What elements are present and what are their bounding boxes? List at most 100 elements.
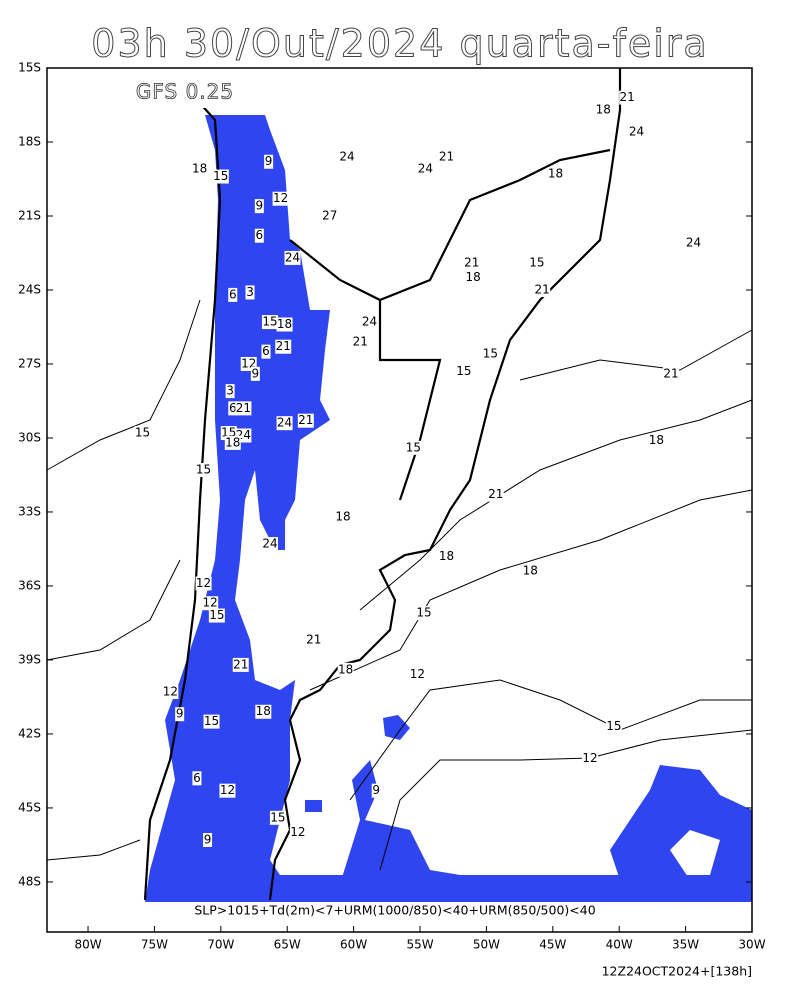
contour-label: 24 bbox=[262, 537, 277, 551]
contour-label: 18 bbox=[256, 704, 271, 718]
contour-label: 12 bbox=[582, 751, 597, 765]
contour-label-bg bbox=[195, 576, 212, 591]
contour-label: 12 bbox=[163, 685, 178, 699]
contour-label: 21 bbox=[663, 366, 678, 380]
contour-label-bg bbox=[648, 433, 665, 448]
contour-line bbox=[46, 299, 201, 471]
contour-label: 24 bbox=[339, 149, 354, 163]
contour-label-bg bbox=[581, 751, 598, 766]
contour-label-bg bbox=[228, 401, 238, 416]
contour-label: 21 bbox=[236, 401, 251, 415]
contour-label: 12 bbox=[290, 825, 305, 839]
contour-label-bg bbox=[662, 366, 679, 381]
contour-label: 9 bbox=[176, 707, 184, 721]
border bbox=[289, 148, 611, 302]
contour-label-bg bbox=[272, 191, 289, 206]
contour-label: 15 bbox=[262, 315, 277, 329]
contour-label-bg bbox=[235, 401, 252, 416]
contour-label: 6 bbox=[262, 344, 270, 358]
contour-label-bg bbox=[269, 810, 286, 825]
x-tick-label: 70W bbox=[207, 938, 234, 952]
x-tick-label: 40W bbox=[606, 938, 633, 952]
y-tick-label: 24S bbox=[18, 282, 41, 296]
contour-label: 3 bbox=[246, 285, 254, 299]
contour-label: 18 bbox=[338, 662, 353, 676]
contour-label: 18 bbox=[277, 317, 292, 331]
contour-label-bg bbox=[465, 270, 482, 285]
contour-label: 15 bbox=[456, 364, 471, 378]
contour-label-bg bbox=[595, 102, 612, 117]
contour-label: 18 bbox=[548, 167, 563, 181]
x-tick-label: 65W bbox=[274, 938, 301, 952]
y-tick-label: 27S bbox=[18, 356, 41, 370]
contour-label: 24 bbox=[686, 236, 701, 250]
contour-label: 9 bbox=[204, 833, 212, 847]
criteria-label: SLP>1015+Td(2m)<7+URM(1000/850)<40+URM(8… bbox=[194, 903, 595, 918]
contour-label-bg bbox=[212, 169, 229, 184]
contour-line bbox=[519, 329, 753, 381]
contour-label: 18 bbox=[649, 433, 664, 447]
contour-label-bg bbox=[254, 199, 264, 214]
footer: 12Z24OCT2024+[138h] bbox=[602, 964, 752, 979]
contour-label-bg bbox=[321, 208, 338, 223]
x-tick-label: 50W bbox=[473, 938, 500, 952]
contour-label: 18 bbox=[596, 102, 611, 116]
model-label: GFS 0.25 bbox=[136, 80, 234, 104]
contour-label-bg bbox=[245, 285, 255, 300]
contour-label-bg bbox=[261, 315, 278, 330]
contour-label: 15 bbox=[209, 608, 224, 622]
contour-label-bg bbox=[409, 667, 426, 682]
y-tick-label: 39S bbox=[18, 652, 41, 666]
contour-label: 12 bbox=[273, 191, 288, 205]
contour-label: 21 bbox=[306, 633, 321, 647]
contour-label: 21 bbox=[535, 282, 550, 296]
contour-label-bg bbox=[162, 685, 179, 700]
x-tick-label: 60W bbox=[340, 938, 367, 952]
contour-label: 9 bbox=[252, 366, 260, 380]
contour-label-bg bbox=[134, 426, 151, 441]
contour-label-bg bbox=[417, 162, 434, 177]
contour-label: 15 bbox=[606, 719, 621, 733]
y-tick-label: 15S bbox=[18, 61, 41, 75]
contours bbox=[46, 299, 753, 871]
contour-label: 15 bbox=[270, 810, 285, 824]
contour-label: 9 bbox=[372, 783, 380, 797]
contour-line bbox=[379, 729, 753, 871]
contour-label-bg bbox=[192, 771, 202, 786]
x-tick-label: 30W bbox=[738, 938, 765, 952]
contour-label: 9 bbox=[256, 199, 264, 213]
blue-region bbox=[145, 115, 752, 902]
contour-label-bg bbox=[534, 282, 551, 297]
contour-label-bg bbox=[276, 317, 293, 332]
contour-label-bg bbox=[175, 707, 185, 722]
contour-label: 18 bbox=[439, 549, 454, 563]
contour-label-bg bbox=[371, 783, 381, 798]
contour-label-bg bbox=[685, 236, 702, 251]
contour-label-bg bbox=[191, 162, 208, 177]
contour-label-bg bbox=[202, 596, 219, 611]
plot-area: GFS 0.25 SLP>1015+Td(2m)<7+URM(1000/850)… bbox=[46, 67, 753, 933]
y-tick-label: 48S bbox=[18, 874, 41, 888]
contour-label: 12 bbox=[220, 783, 235, 797]
atlantic-coast bbox=[268, 68, 622, 901]
contour-label: 21 bbox=[439, 149, 454, 163]
contour-label-bg bbox=[261, 344, 271, 359]
x-tick-label: 80W bbox=[74, 938, 101, 952]
y-tick-label: 21S bbox=[18, 208, 41, 222]
contour-label-bg bbox=[255, 704, 272, 719]
contour-label-bg bbox=[289, 825, 306, 840]
contour-label: 24 bbox=[285, 250, 300, 264]
y-tick-label: 33S bbox=[18, 504, 41, 518]
contour-label-bg bbox=[195, 463, 212, 478]
contour-label: 6 bbox=[229, 401, 237, 415]
y-tick-label: 30S bbox=[18, 430, 41, 444]
contour-line bbox=[46, 559, 181, 661]
contour-label-bg bbox=[463, 255, 480, 270]
contour-label-bg bbox=[522, 564, 539, 579]
contour-label-bg bbox=[228, 287, 238, 302]
contour-label-bg bbox=[284, 250, 301, 265]
contour-label-bg bbox=[361, 315, 378, 330]
contour-label: 6 bbox=[229, 287, 237, 301]
contour-label-bg bbox=[254, 228, 264, 243]
